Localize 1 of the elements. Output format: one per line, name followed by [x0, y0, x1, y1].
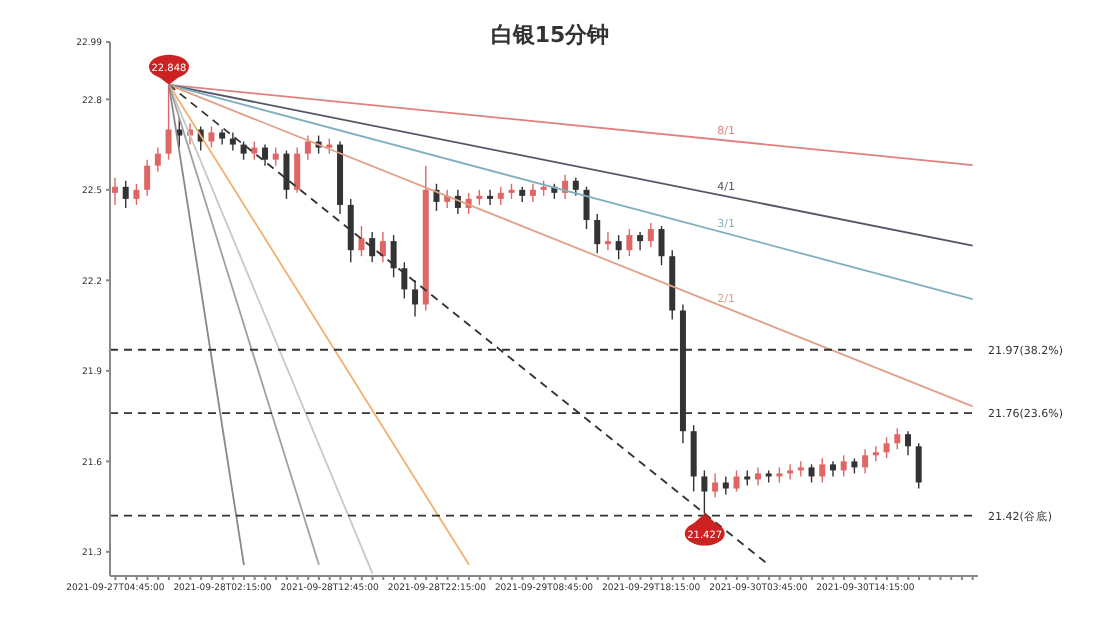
chart-title: 白银15分钟	[490, 22, 610, 48]
